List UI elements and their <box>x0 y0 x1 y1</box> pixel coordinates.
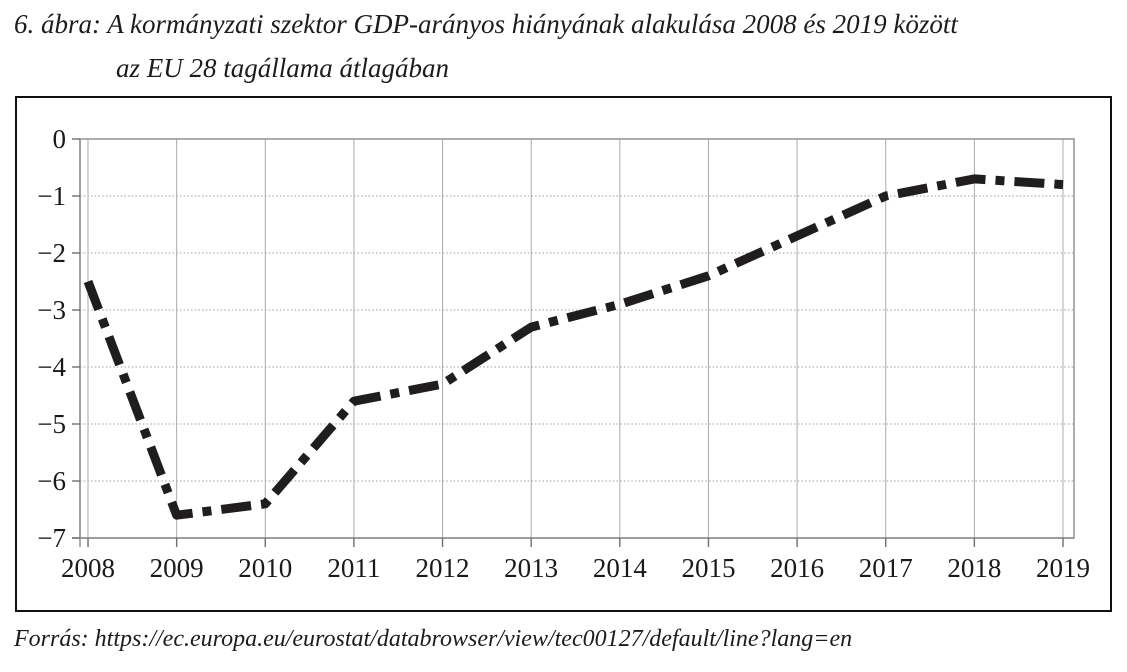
x-tick-label: 2014 <box>593 553 648 583</box>
x-tick-label: 2016 <box>770 553 824 583</box>
x-tick-label: 2012 <box>416 553 470 583</box>
chart-figure-box: 0 −1 −2 −3 −4 −5 −6 −7 2008 2009 2010 2011 2012 2013 2… <box>15 96 1112 612</box>
x-tick-label: 2010 <box>238 553 292 583</box>
figure-caption-line-1: 6. ábra: A kormányzati szektor GDP-arány… <box>14 9 958 39</box>
y-tick-label: −4 <box>37 352 66 382</box>
x-tick-label: 2017 <box>859 553 913 583</box>
y-tick-label: −3 <box>37 295 66 325</box>
y-tick-label: 0 <box>53 124 67 154</box>
y-tick-label: −6 <box>37 466 66 496</box>
x-tick-label: 2019 <box>1036 553 1090 583</box>
x-tick-label: 2015 <box>681 553 735 583</box>
y-tick-label: −7 <box>37 523 66 553</box>
deficit-data-line <box>83 174 1064 520</box>
y-tick-label: −1 <box>37 181 66 211</box>
x-tick-label: 2013 <box>504 553 558 583</box>
source-citation: Forrás: https://ec.europa.eu/eurostat/da… <box>14 626 853 652</box>
x-tick-label: 2018 <box>947 553 1001 583</box>
y-tick-label: −5 <box>37 409 66 439</box>
x-tick-label: 2009 <box>150 553 204 583</box>
x-tick-label: 2011 <box>327 553 380 583</box>
y-tick-label: −2 <box>37 238 66 268</box>
figure-caption-line-2: az EU 28 tagállama átlagában <box>116 53 450 83</box>
x-tick-label: 2008 <box>61 553 115 583</box>
plot-border <box>79 138 1075 539</box>
